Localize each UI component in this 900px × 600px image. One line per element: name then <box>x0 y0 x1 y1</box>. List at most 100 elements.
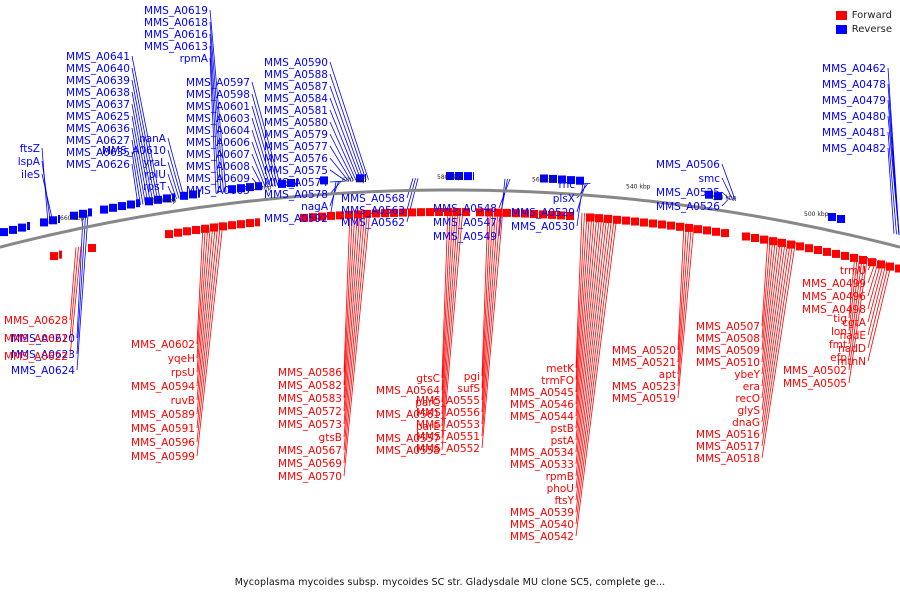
label-connector <box>761 237 776 363</box>
label-connector <box>848 256 866 371</box>
reverse-gene-feature <box>154 195 162 204</box>
gene-label: MMS_A0564 <box>376 385 440 397</box>
label-connector <box>441 207 456 415</box>
label-connector <box>575 214 603 465</box>
forward-gene-feature <box>703 226 711 235</box>
gene-label: pstB <box>551 423 574 435</box>
forward-gene-feature <box>435 208 443 216</box>
gene-label: MMS_A0534 <box>510 447 574 459</box>
gene-label: efp <box>830 352 847 364</box>
label-connector <box>848 257 868 384</box>
scale-tick-label: 600 kbp <box>342 177 367 184</box>
label-connector <box>131 55 161 202</box>
gene-label: MMS_A0584 <box>264 93 328 105</box>
reverse-gene-feature <box>705 190 713 199</box>
label-connector <box>575 215 613 513</box>
label-connector <box>481 208 499 425</box>
label-connector <box>131 163 139 206</box>
gene-label: MMS_A0591 <box>131 423 195 435</box>
reverse-gene-feature <box>549 174 557 183</box>
gene-label: ftsZ <box>20 143 40 155</box>
label-connector <box>575 215 615 525</box>
gene-label: MMS_A0620 <box>11 333 75 345</box>
label-connector <box>343 210 351 373</box>
gene-label: MMS_A0573 <box>278 419 342 431</box>
gene-label: MMS_A0640 <box>66 63 130 75</box>
forward-gene-feature <box>751 234 759 242</box>
label-connector <box>167 149 182 199</box>
gene-label: MMS_A0587 <box>264 81 328 93</box>
gene-label: MMS_A0506 <box>656 159 720 171</box>
forward-gene-feature <box>622 216 630 225</box>
label-connector <box>329 145 352 181</box>
scale-tick-label: 660 kbp <box>60 215 85 222</box>
label-connector <box>441 207 464 451</box>
label-connector <box>131 127 146 204</box>
gene-label: fmt <box>829 339 847 351</box>
gene-label: MMS_A0627 <box>66 135 130 147</box>
label-connector <box>196 224 204 345</box>
label-connector <box>761 240 791 435</box>
reverse-gene-feature <box>109 203 117 212</box>
map-caption: Mycoplasma mycoides subsp. mycoides SC s… <box>234 577 666 588</box>
forward-gene-feature <box>649 219 657 228</box>
label-connector <box>167 161 180 199</box>
label-connector <box>329 133 354 181</box>
label-connector <box>69 246 82 357</box>
gene-label: MMS_A0552 <box>416 443 480 455</box>
label-connector <box>677 223 687 363</box>
legend-label-forward: Forward <box>851 9 892 21</box>
gene-label: MMS_A0574 <box>264 177 328 189</box>
gene-label: lspA <box>18 156 41 168</box>
gene-label: MMS_A0499 <box>802 278 866 290</box>
scale-tick-label: 560 kbp <box>532 176 557 183</box>
gene-label: rpsT <box>143 181 166 193</box>
reverse-gene-feature <box>145 197 153 206</box>
gene-label: MMS_A0636 <box>66 123 130 135</box>
gene-label: MMS_A0639 <box>66 75 130 87</box>
gene-label: MMS_A0603 <box>186 113 250 125</box>
genome-backbone <box>0 188 900 249</box>
gene-label: MMS_A0577 <box>264 141 328 153</box>
forward-gene-feature <box>228 221 236 230</box>
label-connector <box>251 93 279 187</box>
gene-label: MMS_A0542 <box>510 531 574 543</box>
forward-gene-feature <box>859 256 867 264</box>
reverse-gene-feature <box>88 208 92 217</box>
forward-gene-feature <box>372 209 380 218</box>
label-connector <box>343 209 366 451</box>
reverse-gene-feature <box>198 189 200 198</box>
label-connector <box>575 212 583 369</box>
forward-gene-feature <box>685 223 693 232</box>
reverse-gene-feature <box>356 174 364 183</box>
forward-gene-feature <box>494 208 502 217</box>
gene-label: parC <box>415 397 440 409</box>
label-connector <box>481 208 491 389</box>
forward-gene-feature <box>50 252 58 261</box>
gene-label: MMS_A0589 <box>131 409 195 421</box>
gene-label: MMS_A0523 <box>612 381 676 393</box>
reverse-gene-feature <box>287 179 295 187</box>
forward-gene-feature <box>595 214 603 223</box>
label-connector <box>887 147 895 234</box>
forward-gene-feature <box>742 232 750 241</box>
reverse-gene-feature <box>172 193 175 202</box>
gene-label: MMS_A0613 <box>144 41 208 53</box>
label-connector <box>575 214 605 477</box>
scale-ticks: 660 kbp 640 kbp 620 kbp 600 kbp 580 kbp 560 k… <box>60 174 829 222</box>
gene-label: nadD <box>838 343 866 355</box>
forward-gene-feature <box>183 227 191 236</box>
scale-tick-label: 640 kbp <box>152 198 177 205</box>
gene-label: pstA <box>551 435 575 447</box>
gene-label: yqeH <box>168 353 195 365</box>
gene-label: MMS_A0582 <box>278 380 342 392</box>
label-connector <box>441 207 449 379</box>
gene-label: MMS_A0546 <box>510 399 574 411</box>
label-connector <box>575 214 600 453</box>
label-connector <box>761 238 781 387</box>
gene-label: MMS_A0507 <box>696 321 760 333</box>
gene-label: MMS_A0516 <box>696 429 760 441</box>
gene-label: recO <box>735 393 760 405</box>
reverse-gene-feature <box>180 191 188 200</box>
